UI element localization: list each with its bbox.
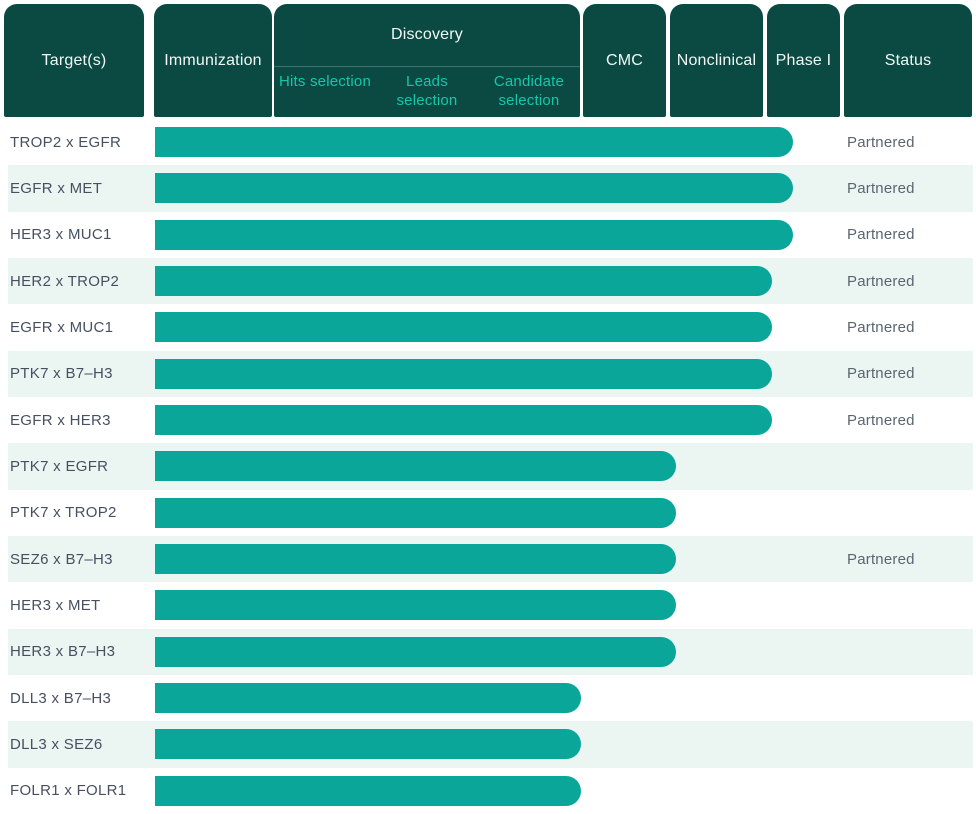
pipeline-row: SEZ6 x B7–H3 Partnered bbox=[0, 535, 976, 583]
column-header-nonclinical-label: Nonclinical bbox=[676, 51, 757, 69]
column-header-status-label: Status bbox=[884, 51, 932, 69]
status-label: Partnered bbox=[847, 365, 915, 383]
status-label: Partnered bbox=[847, 226, 915, 244]
progress-bar bbox=[155, 358, 772, 389]
progress-bar bbox=[155, 682, 581, 713]
subcolumn-hits-selection-label: Hits selection bbox=[278, 73, 371, 90]
subcolumn-candidate-selection: Candidate selection bbox=[478, 72, 580, 117]
progress-bar bbox=[155, 497, 676, 528]
pipeline-row: PTK7 x TROP2 bbox=[0, 490, 976, 536]
column-header-status: Status bbox=[844, 4, 972, 117]
target-label: TROP2 x EGFR bbox=[10, 133, 122, 151]
column-header-targets-label: Target(s) bbox=[41, 51, 107, 69]
status-label: Partnered bbox=[847, 318, 915, 336]
progress-bar bbox=[155, 636, 676, 667]
progress-bar bbox=[155, 543, 676, 574]
progress-bar bbox=[155, 219, 793, 250]
progress-bar bbox=[155, 312, 772, 343]
status-label: Partnered bbox=[847, 133, 915, 151]
column-header-cmc: CMC bbox=[583, 4, 666, 117]
pipeline-row: HER3 x MET bbox=[0, 582, 976, 628]
status-label: Partnered bbox=[847, 411, 915, 429]
progress-bar bbox=[155, 451, 676, 482]
discovery-title-label: Discovery bbox=[390, 26, 464, 43]
pipeline-row: TROP2 x EGFR Partnered bbox=[0, 119, 976, 165]
progress-bar bbox=[155, 729, 581, 760]
pipeline-row: EGFR x MET Partnered bbox=[0, 165, 976, 212]
pipeline-row: DLL3 x B7–H3 bbox=[0, 675, 976, 721]
target-label: PTK7 x TROP2 bbox=[10, 504, 117, 522]
target-label: HER2 x TROP2 bbox=[10, 272, 120, 290]
pipeline-row: PTK7 x B7–H3 Partnered bbox=[0, 350, 976, 397]
target-label: FOLR1 x FOLR1 bbox=[10, 782, 127, 800]
target-label: DLL3 x SEZ6 bbox=[10, 735, 103, 753]
target-label: HER3 x MET bbox=[10, 596, 101, 614]
subcolumn-leads-selection: Leads selection bbox=[376, 72, 478, 117]
discovery-divider bbox=[274, 66, 580, 67]
status-label: Partnered bbox=[847, 550, 915, 568]
target-label: HER3 x MUC1 bbox=[10, 226, 112, 244]
pipeline-row: HER3 x MUC1 Partnered bbox=[0, 212, 976, 258]
progress-bar bbox=[155, 173, 793, 204]
target-label: HER3 x B7–H3 bbox=[10, 643, 116, 661]
discovery-title: Discovery bbox=[274, 4, 580, 66]
target-label: SEZ6 x B7–H3 bbox=[10, 550, 113, 568]
progress-bar bbox=[155, 590, 676, 621]
target-label: EGFR x MUC1 bbox=[10, 318, 114, 336]
column-header-nonclinical: Nonclinical bbox=[670, 4, 763, 117]
pipeline-row: FOLR1 x FOLR1 bbox=[0, 768, 976, 814]
target-label: EGFR x HER3 bbox=[10, 411, 111, 429]
target-label: DLL3 x B7–H3 bbox=[10, 689, 112, 707]
column-header-phase1-label: Phase I bbox=[775, 51, 832, 69]
subcolumn-candidate-selection-label: Candidate selection bbox=[493, 73, 565, 109]
pipeline-row: HER2 x TROP2 Partnered bbox=[0, 257, 976, 305]
column-header-immunization: Immunization bbox=[154, 4, 272, 117]
status-label: Partnered bbox=[847, 179, 915, 197]
progress-bar bbox=[155, 127, 793, 157]
column-header-discovery: Discovery Hits selection Leads selection… bbox=[274, 4, 580, 117]
column-header-targets: Target(s) bbox=[4, 4, 144, 117]
pipeline-rows: TROP2 x EGFR Partnered EGFR x MET Partne… bbox=[0, 119, 976, 814]
progress-bar bbox=[155, 775, 581, 806]
status-label: Partnered bbox=[847, 272, 915, 290]
pipeline-row: DLL3 x SEZ6 bbox=[0, 721, 976, 768]
target-label: PTK7 x EGFR bbox=[10, 457, 109, 475]
target-label: EGFR x MET bbox=[10, 179, 103, 197]
column-header-immunization-label: Immunization bbox=[164, 51, 262, 69]
progress-bar bbox=[155, 265, 772, 296]
subcolumn-leads-selection-label: Leads selection bbox=[396, 73, 458, 109]
pipeline-row: EGFR x MUC1 Partnered bbox=[0, 304, 976, 350]
target-label: PTK7 x B7–H3 bbox=[10, 365, 113, 383]
pipeline-row: HER3 x B7–H3 bbox=[0, 628, 976, 675]
progress-bar bbox=[155, 404, 772, 435]
discovery-subcolumns: Hits selection Leads selection Candidate… bbox=[274, 67, 580, 117]
column-header-phase1: Phase I bbox=[767, 4, 840, 117]
pipeline-row: PTK7 x EGFR bbox=[0, 443, 976, 490]
pipeline-row: EGFR x HER3 Partnered bbox=[0, 397, 976, 443]
subcolumn-hits-selection: Hits selection bbox=[274, 72, 376, 117]
column-header-cmc-label: CMC bbox=[605, 51, 644, 69]
